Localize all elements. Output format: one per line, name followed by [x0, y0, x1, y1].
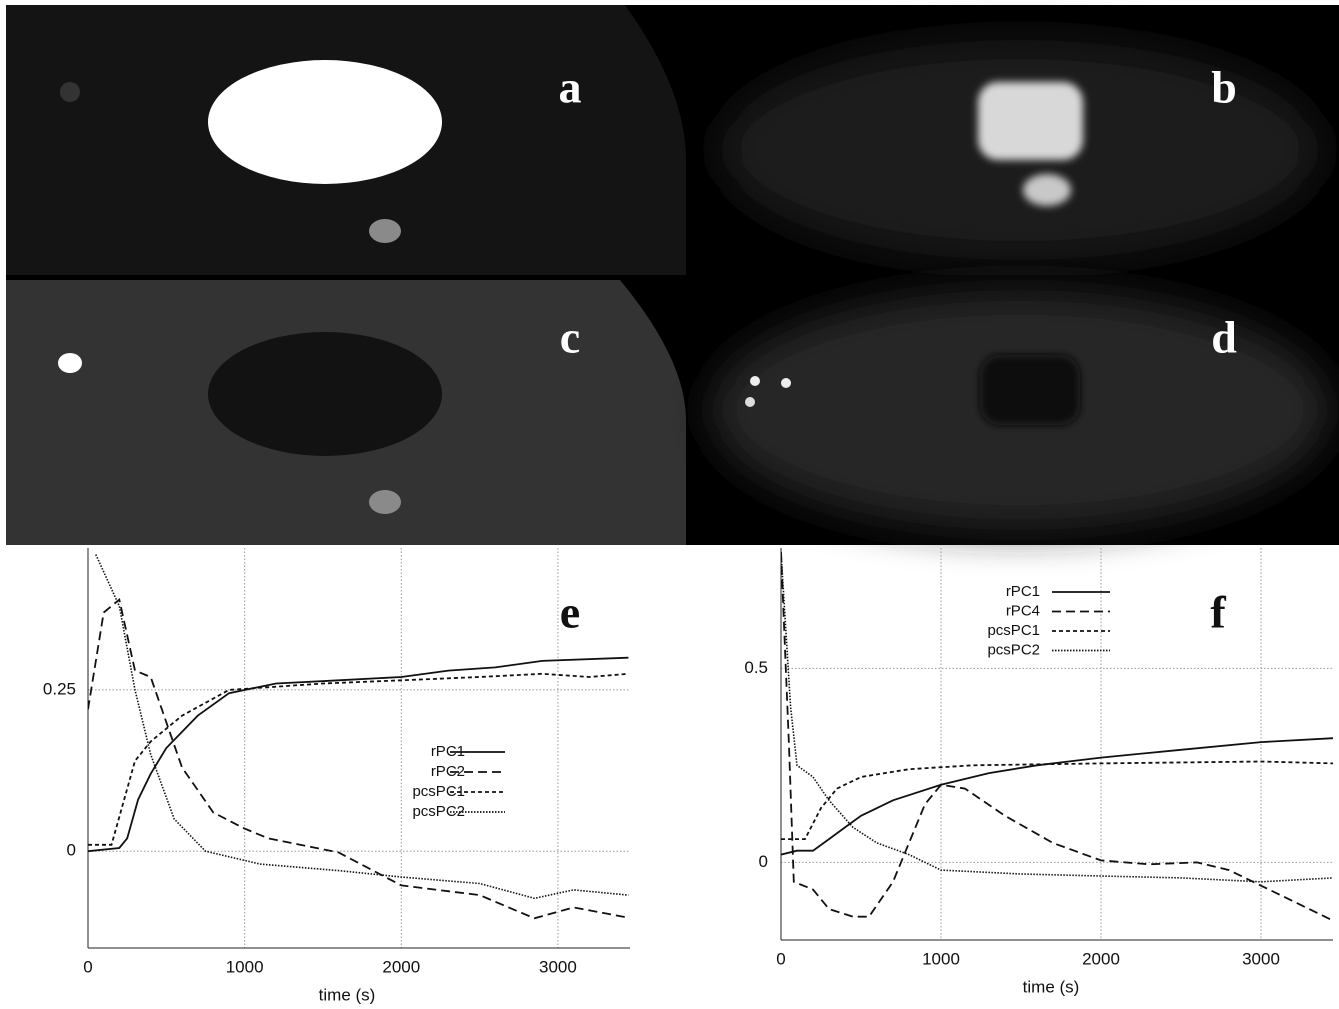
series-line	[781, 762, 1333, 840]
x-tick-label: 1000	[922, 949, 960, 968]
series-line	[88, 674, 628, 845]
pet-lesion	[750, 376, 760, 386]
phantom-organ	[208, 60, 442, 184]
y-tick-label: 0.25	[43, 679, 76, 698]
panel-label: c	[560, 312, 580, 363]
legend-label: pcsPC1	[987, 622, 1040, 639]
x-tick-label: 2000	[382, 957, 420, 976]
x-tick-label: 0	[83, 957, 92, 976]
panel-c: c	[6, 275, 686, 545]
series-line	[781, 738, 1333, 854]
y-tick-label: 0	[759, 852, 768, 871]
phantom-organ	[208, 332, 442, 456]
series-line	[88, 600, 628, 919]
x-tick-label: 2000	[1082, 949, 1120, 968]
phantom-lesion	[369, 219, 401, 243]
panel-d: d	[686, 275, 1339, 545]
x-tick-label: 3000	[539, 957, 577, 976]
figure: a b c d 0 1000 2000 3000 0 0.25 time (s) e rPC1 r…	[0, 0, 1339, 1009]
pet-lesion	[781, 378, 791, 388]
x-axis-label: time (s)	[1023, 977, 1080, 996]
y-tick-label: 0.5	[744, 658, 768, 677]
panel-label: b	[1211, 62, 1237, 113]
phantom-lesion	[60, 82, 80, 102]
panel-label: f	[1210, 587, 1226, 638]
panel-b: b	[686, 5, 1339, 275]
x-tick-label: 0	[776, 949, 785, 968]
panel-label: d	[1211, 312, 1237, 363]
page: {"panels": ["a", "b", "c", "d"], "chart_…	[0, 0, 1339, 1009]
y-tick-label: 0	[67, 841, 76, 860]
panel-label: a	[559, 62, 582, 113]
pet-organ	[1023, 174, 1071, 206]
phantom-lesion	[369, 490, 401, 514]
pet-lesion	[745, 397, 755, 407]
legend-label: rPC1	[1006, 583, 1040, 600]
series-line	[781, 552, 1333, 921]
x-tick-label: 3000	[1242, 949, 1280, 968]
series-line	[781, 552, 1333, 882]
pet-organ	[980, 355, 1080, 425]
legend-label: rPC2	[431, 763, 465, 780]
series-line	[96, 555, 629, 899]
panel-label: e	[560, 587, 580, 638]
x-axis-label: time (s)	[319, 985, 376, 1004]
legend-label: rPC4	[1006, 602, 1040, 619]
phantom-lesion	[58, 353, 82, 373]
panel-a: a	[6, 5, 686, 275]
pet-organ	[978, 82, 1083, 160]
legend-label: pcsPC2	[987, 641, 1040, 658]
series-line	[88, 658, 628, 852]
x-tick-label: 1000	[226, 957, 264, 976]
chart: 0 1000 2000 3000 0 0.5 time (s) f rPC1 rPC4 pcsPC1…	[744, 548, 1333, 996]
